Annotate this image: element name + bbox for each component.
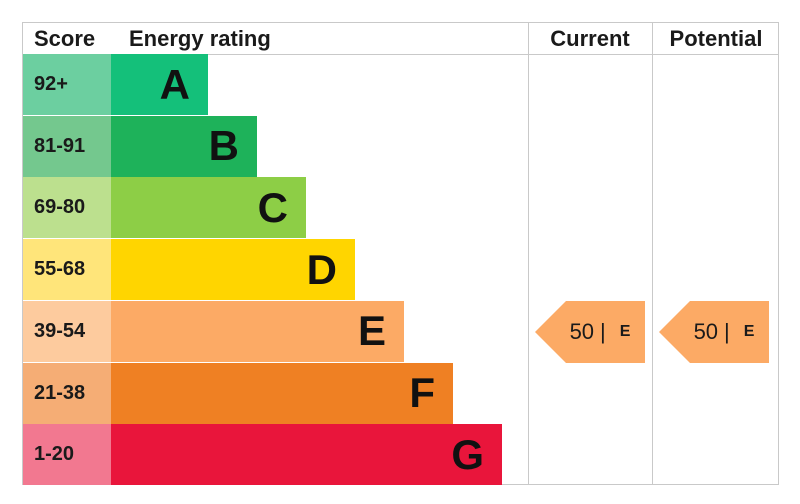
current-band-letter: E (619, 322, 631, 340)
current-separator: | (600, 318, 606, 344)
potential-header: Potential (669, 26, 763, 51)
score-range: 21-38 (23, 362, 111, 424)
score-range: 39-54 (23, 300, 111, 362)
rating-row-e: 39-54 E (23, 300, 404, 362)
rating-bar: A (111, 54, 208, 115)
header-divider (23, 54, 778, 55)
rating-row-c: 69-80 C (23, 177, 306, 239)
potential-score-value: 50 (693, 318, 719, 344)
current-header: Current (550, 26, 630, 51)
score-header: Score (34, 26, 96, 51)
current-column-divider (528, 23, 529, 484)
rating-bar: E (111, 300, 404, 362)
rating-letter: C (257, 183, 288, 231)
score-range: 55-68 (23, 239, 111, 301)
rating-row-g: 1-20 G (23, 424, 502, 486)
rating-letter: E (357, 307, 386, 355)
score-range: 1-20 (23, 424, 111, 486)
rating-bar: C (111, 177, 306, 239)
rating-bar: F (111, 362, 453, 424)
rating-row-f: 21-38 F (23, 362, 453, 424)
potential-rating-arrow: 50 | E (659, 300, 769, 363)
energy-rating-header: Energy rating (129, 26, 271, 51)
current-rating-arrow: 50 | E (535, 300, 645, 363)
score-range: 69-80 (23, 177, 111, 239)
arrow-shape (535, 300, 645, 363)
rating-row-a: 92+ A (23, 54, 208, 115)
epc-chart: Score Energy rating Current Potential 92… (22, 22, 779, 486)
score-range: 81-91 (23, 115, 111, 177)
potential-band-letter: E (743, 322, 755, 340)
arrow-shape (659, 300, 769, 363)
potential-column-divider (652, 23, 653, 484)
rating-bar: G (111, 424, 502, 486)
rating-letter: F (409, 369, 435, 416)
rating-row-b: 81-91 B (23, 115, 257, 177)
rating-bar: B (111, 115, 257, 177)
rating-letter: D (306, 245, 337, 293)
rating-letter: B (208, 122, 239, 170)
current-score-value: 50 (569, 318, 595, 344)
rating-letter: G (451, 430, 484, 478)
rating-bar: D (111, 239, 355, 301)
rating-row-d: 55-68 D (23, 239, 355, 301)
score-range: 92+ (23, 54, 111, 115)
potential-separator: | (724, 318, 730, 344)
rating-letter: A (159, 60, 190, 108)
